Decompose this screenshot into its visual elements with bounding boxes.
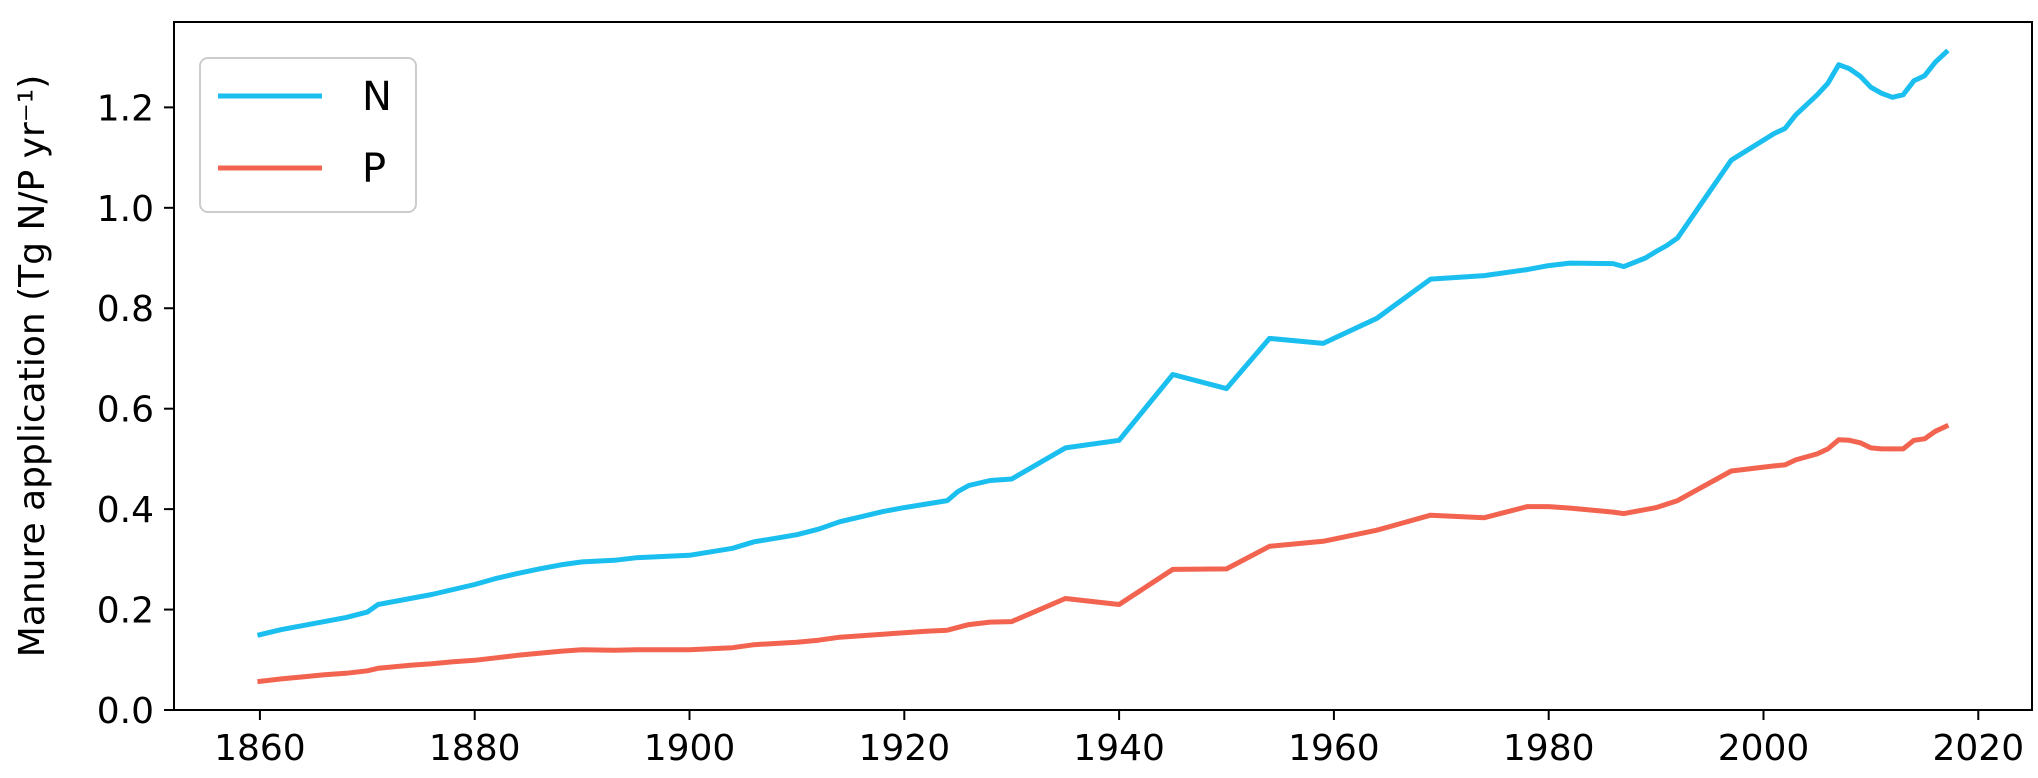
x-tick-label: 1900 (644, 728, 736, 769)
x-tick-label: 1920 (858, 728, 950, 769)
x-axis: 1860 1880 1900 1920 1940 1960 1980 2000 2020 (214, 710, 2024, 769)
y-axis-unit: (Tg N/P yr⁻¹) (12, 75, 53, 301)
x-tick-label: 1940 (1073, 728, 1165, 769)
y-axis: 0.0 0.2 0.4 0.6 0.8 1.0 1.2 (97, 88, 174, 732)
y-tick-label: 1.0 (97, 189, 154, 230)
y-tick-label: 1.2 (97, 88, 154, 129)
x-tick-label: 1860 (214, 728, 306, 769)
x-tick-label: 1880 (429, 728, 521, 769)
y-tick-label: 0.6 (97, 390, 154, 431)
series-line-n (256, 48, 1950, 638)
x-tick-label: 2000 (1718, 728, 1810, 769)
legend-label-n: N (362, 74, 392, 120)
series-layer (256, 48, 1950, 685)
y-tick-label: 0.2 (97, 591, 154, 632)
x-tick-label: 2020 (1932, 728, 2024, 769)
series-line-p (257, 422, 1950, 685)
plot-frame (173, 21, 2033, 711)
legend: NP (199, 57, 417, 213)
y-tick-label: 0.0 (97, 691, 154, 732)
x-tick-label: 1980 (1503, 728, 1595, 769)
legend-label-p: P (362, 146, 386, 192)
y-tick-label: 0.4 (97, 490, 154, 531)
x-tick-label: 1960 (1288, 728, 1380, 769)
y-axis-title: Manure application (Tg N/P yr⁻¹) (12, 75, 53, 658)
y-tick-label: 0.8 (97, 289, 154, 330)
